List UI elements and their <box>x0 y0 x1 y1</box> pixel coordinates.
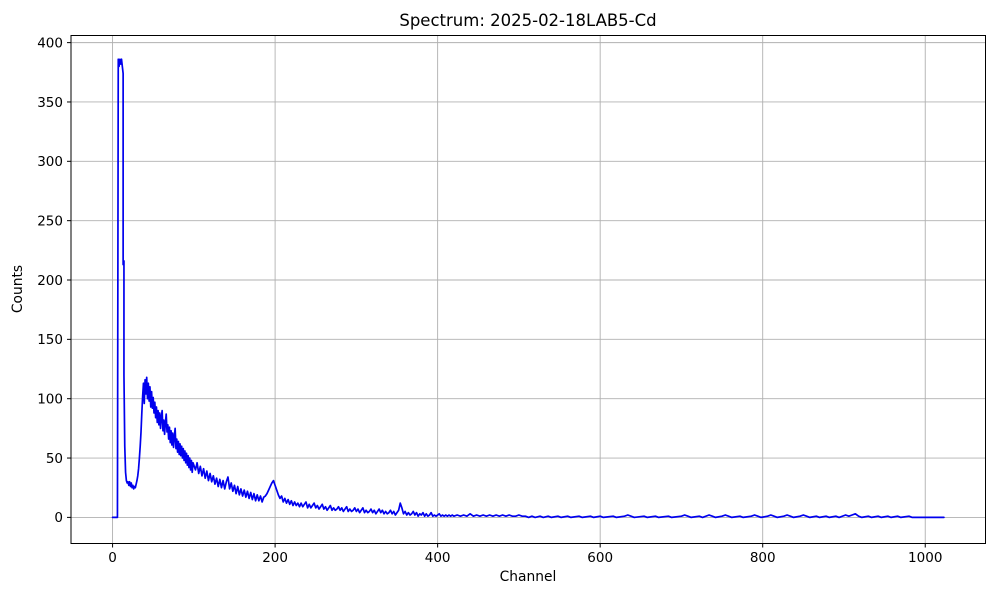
spectrum-line-layer <box>111 58 945 519</box>
y-tick-label: 300 <box>37 154 63 170</box>
x-tick-label: 600 <box>587 550 613 566</box>
y-tick-label: 400 <box>37 35 63 51</box>
y-tick-label: 150 <box>37 332 63 348</box>
spectrum-line <box>111 58 945 519</box>
y-tick-label: 0 <box>54 510 63 526</box>
x-tick-label: 1000 <box>908 550 942 566</box>
y-tick-label: 350 <box>37 95 63 111</box>
y-axis-label: Counts <box>10 265 26 313</box>
x-tick-label: 200 <box>262 550 288 566</box>
plot-border <box>70 35 986 544</box>
x-axis-label: Channel <box>500 569 557 585</box>
x-tick-label: 800 <box>750 550 776 566</box>
chart-title: Spectrum: 2025-02-18LAB5-Cd <box>399 11 656 30</box>
axis-ticks <box>67 42 926 548</box>
y-tick-label: 250 <box>37 213 63 229</box>
grid-lines <box>71 35 986 544</box>
y-tick-label: 100 <box>37 391 63 407</box>
x-tick-label: 0 <box>108 550 117 566</box>
y-tick-label: 200 <box>37 273 63 289</box>
y-tick-label: 50 <box>46 451 63 467</box>
x-tick-label: 400 <box>425 550 451 566</box>
tick-labels: 0 200 400 600 800 1000 0 50 100 150 200 250 300 350 40… <box>37 35 942 566</box>
